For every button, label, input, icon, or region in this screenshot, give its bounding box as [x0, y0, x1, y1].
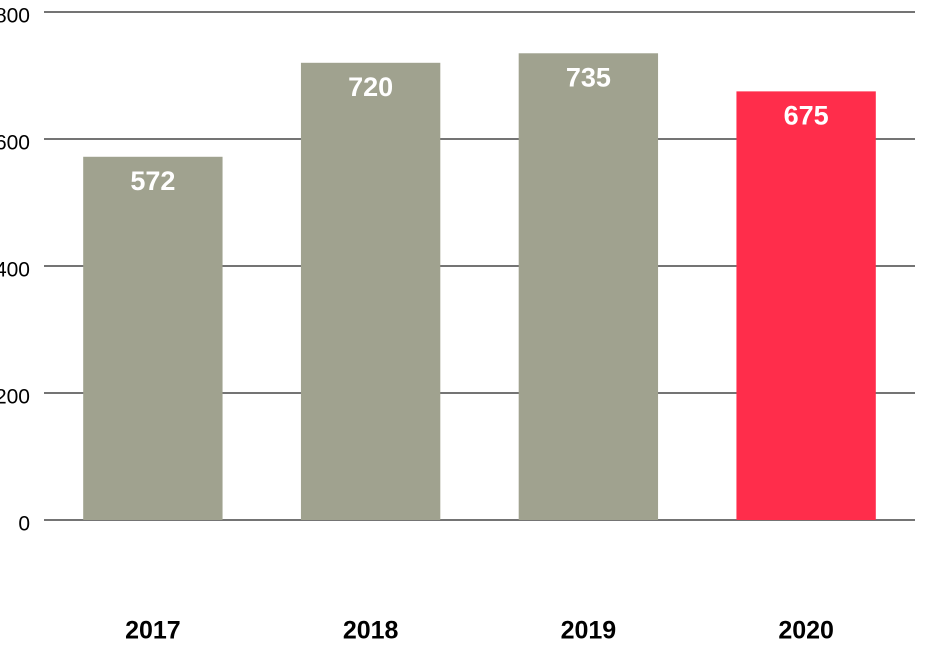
y-tick-label: 0: [18, 513, 30, 536]
x-tick-label: 2020: [778, 617, 834, 645]
bar: [83, 156, 223, 520]
bar: [300, 62, 441, 521]
x-tick-label: 2018: [343, 617, 399, 645]
bar: [736, 91, 876, 520]
y-tick-label: 600: [0, 132, 30, 155]
x-tick-label: 2017: [125, 617, 181, 645]
y-tick-label: 200: [0, 386, 30, 409]
y-tick-label: 800: [0, 5, 30, 28]
value-label: 720: [348, 72, 393, 102]
value-label: 572: [130, 166, 175, 196]
bar: [518, 53, 659, 521]
value-label: 735: [566, 62, 611, 92]
y-tick-label: 400: [0, 259, 30, 282]
x-tick-label: 2019: [561, 617, 617, 645]
value-label: 675: [784, 101, 829, 131]
